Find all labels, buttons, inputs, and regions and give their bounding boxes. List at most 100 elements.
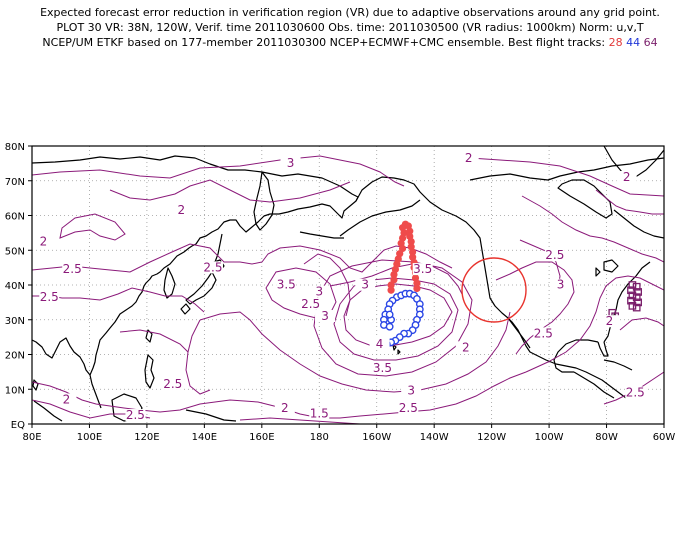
philippines-coastline (144, 354, 155, 389)
contour-label: 3.5 (277, 278, 296, 292)
x-tick-label: 120E (134, 432, 159, 443)
header-line-1: Expected forecast error reduction in ver… (40, 6, 660, 19)
contour-label: 2 (281, 401, 289, 415)
contour-label-background (33, 235, 54, 248)
contour-label: 2 (465, 151, 473, 165)
contour-label: 2.5 (126, 408, 145, 422)
hawaii-coastline (392, 344, 401, 355)
track-44-point (385, 310, 394, 319)
contour-line (119, 329, 189, 353)
header-line-2: PLOT 30 VR: 38N, 120W, Verif. time 20110… (56, 21, 644, 34)
baja-coastline (507, 317, 531, 349)
alaska-peninsula-coastline (339, 199, 421, 237)
contour-line (495, 261, 575, 355)
y-tick-label: 20N (5, 351, 25, 362)
contour-label: 2.5 (626, 385, 645, 399)
track-28-point (406, 227, 414, 235)
sri-lanka-coastline (32, 379, 39, 391)
track-28-point (387, 286, 395, 294)
contour-label: 3.5 (413, 262, 432, 276)
contour-line (109, 179, 351, 203)
contour-line (333, 277, 459, 361)
contour-label: 2.5 (545, 248, 564, 262)
contour-label-background (274, 402, 295, 415)
track-28-point (387, 281, 395, 289)
taiwan-coastline (145, 329, 153, 343)
contour-line (521, 195, 664, 263)
contour-label: 3 (287, 156, 295, 170)
aleutians-coastline (299, 231, 344, 239)
contour-label: 3 (557, 278, 565, 292)
contour-label-background (171, 204, 192, 217)
contour-label: 2 (63, 392, 71, 406)
contour-label: 2.5 (399, 401, 418, 415)
contour-line (261, 245, 453, 273)
contour-label: 2.5 (301, 297, 320, 311)
contour-label: 2.5 (163, 377, 182, 391)
sakhalin-coastline (214, 233, 223, 263)
contour-label-background (616, 171, 637, 184)
contour-label-background (369, 337, 390, 350)
central-america-coastline (573, 371, 615, 399)
contour-label-background (372, 362, 393, 375)
contour-label-background (533, 327, 554, 340)
contour-label: 2 (178, 203, 186, 217)
track-28-label: 28 (608, 36, 623, 49)
track-64-point (632, 303, 641, 312)
cuba-coastline (603, 359, 633, 371)
contour-label: 4 (376, 337, 384, 351)
contour-line (619, 317, 664, 331)
contour-label: 2.5 (40, 290, 59, 304)
contour-label: 3 (321, 309, 329, 323)
x-tick-label: 80W (595, 432, 618, 443)
y-tick-label: 10N (5, 385, 25, 396)
x-tick-label: 100E (77, 432, 102, 443)
contour-label: 3 (361, 278, 369, 292)
track-28-point (413, 279, 421, 287)
y-tick-label: 60N (5, 212, 25, 223)
contour-line (199, 311, 511, 393)
contour-line (59, 213, 126, 241)
contour-line (32, 371, 527, 419)
y-tick-label: 80N (5, 142, 25, 153)
contour-label: 2.5 (203, 260, 222, 274)
track-64-point (634, 288, 642, 296)
contour-label: 2 (606, 314, 614, 328)
contour-label-background (125, 409, 146, 422)
contour-line (469, 157, 664, 197)
alaska-coastline (355, 176, 627, 399)
new-guinea-coastline (185, 409, 237, 422)
kamchatka-coastline (253, 171, 275, 231)
contour-line (313, 259, 473, 377)
y-tick-label: 50N (5, 246, 25, 257)
track-64-point (632, 293, 641, 302)
contour-label-background (280, 157, 301, 170)
contour-line (32, 155, 405, 187)
contour-label-background (455, 341, 476, 354)
y-tick-label: 30N (5, 316, 25, 327)
contour-label: 2 (623, 170, 631, 184)
contour-label-background (309, 285, 330, 298)
y-tick-label: EQ (11, 420, 25, 431)
honshu-coastline (185, 271, 217, 305)
canadian-arctic-coastline (469, 157, 664, 181)
gulf-of-mexico-coastline (553, 339, 599, 373)
verification-region-circle (461, 257, 527, 323)
flight-track-28 (387, 220, 421, 294)
y-tick-label: 40N (5, 281, 25, 292)
coastlines (32, 146, 664, 422)
contour-label-background (276, 278, 297, 291)
malay-peninsula-coastline (89, 374, 102, 409)
contour-line (595, 189, 664, 215)
y-axis: EQ 10N 20N 30N 40N 50N 60N 70N 80N (5, 142, 32, 431)
contour-line (185, 319, 211, 395)
asia-coastline (32, 155, 359, 376)
header-line-3: NCEP/UM ETKF based on 177-member 2011030… (0, 36, 700, 50)
labrador-coastline (613, 209, 664, 239)
x-tick-label: 140E (192, 432, 217, 443)
contour-label-background (300, 297, 321, 310)
contour-line (32, 287, 205, 313)
track-28-point (413, 284, 421, 293)
contour-line (265, 267, 337, 319)
contour-line (303, 253, 351, 317)
